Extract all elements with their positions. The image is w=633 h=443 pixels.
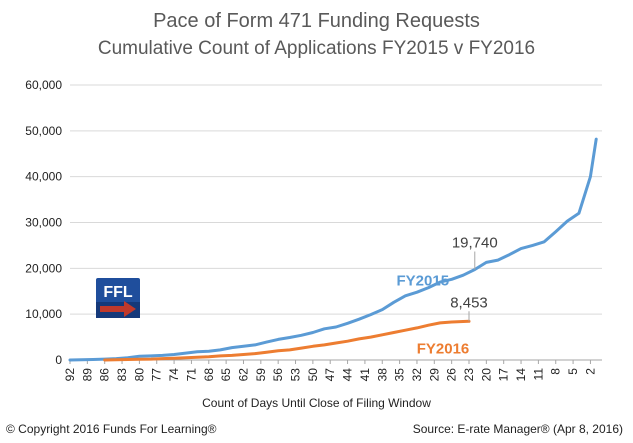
x-tick-label: 47 (323, 368, 337, 382)
x-tick-label: 62 (236, 368, 250, 382)
x-tick-label: 53 (289, 368, 303, 382)
x-tick-label: 59 (254, 368, 268, 382)
x-tick-label: 74 (167, 368, 181, 382)
y-tick-label: 20,000 (25, 261, 62, 275)
series-label-fy2016: FY2016 (417, 340, 470, 357)
x-tick-label: 68 (202, 368, 216, 382)
x-tick-label: 71 (184, 368, 198, 382)
x-tick-label: 56 (271, 368, 285, 382)
series-line-fy2015 (68, 137, 598, 362)
series-line-fy2016 (103, 319, 471, 362)
x-tick-label: 50 (306, 368, 320, 382)
x-tick-label: 26 (445, 368, 459, 382)
y-tick-label: 60,000 (25, 78, 62, 92)
x-tick-label: 83 (115, 368, 129, 382)
x-tick-label: 92 (63, 368, 77, 382)
y-tick-label: 30,000 (25, 216, 62, 230)
x-tick-label: 2 (583, 368, 597, 375)
x-axis-label: Count of Days Until Close of Filing Wind… (202, 396, 431, 410)
ffl-logo: FFL (96, 278, 140, 318)
x-tick-label: 20 (479, 368, 493, 382)
x-tick-label: 86 (98, 368, 112, 382)
annotation-label: 19,740 (452, 235, 498, 252)
y-tick-label: 0 (55, 353, 62, 367)
copyright-text: © Copyright 2016 Funds For Learning® (6, 422, 217, 436)
chart-title: Pace of Form 471 Funding Requests (153, 10, 480, 32)
x-tick-label: 17 (497, 368, 511, 382)
x-tick-label: 8 (549, 368, 563, 375)
series-label-fy2015: FY2015 (397, 273, 450, 290)
x-tick-label: 35 (393, 368, 407, 382)
chart-subtitle: Cumulative Count of Applications FY2015 … (97, 38, 536, 59)
x-tick-label: 14 (514, 368, 528, 382)
svg-text:FFL: FFL (103, 284, 133, 301)
x-tick-label: 77 (150, 368, 164, 382)
x-tick-label: 80 (132, 368, 146, 382)
x-tick-label: 44 (341, 368, 355, 382)
source-text: Source: E-rate Manager® (Apr 8, 2016) (412, 422, 623, 436)
x-tick-label: 65 (219, 368, 233, 382)
x-tick-label: 89 (80, 368, 94, 382)
x-tick-label: 29 (427, 368, 441, 382)
x-tick-label: 11 (531, 368, 545, 381)
y-tick-label: 40,000 (25, 170, 62, 184)
x-tick-label: 23 (462, 368, 476, 382)
y-tick-label: 50,000 (25, 124, 62, 138)
x-tick-label: 32 (410, 368, 424, 382)
x-tick-label: 41 (358, 368, 372, 382)
y-tick-label: 10,000 (25, 307, 62, 321)
annotation-label: 8,453 (450, 294, 488, 311)
x-tick-label: 5 (566, 368, 580, 375)
x-tick-label: 38 (375, 368, 389, 382)
